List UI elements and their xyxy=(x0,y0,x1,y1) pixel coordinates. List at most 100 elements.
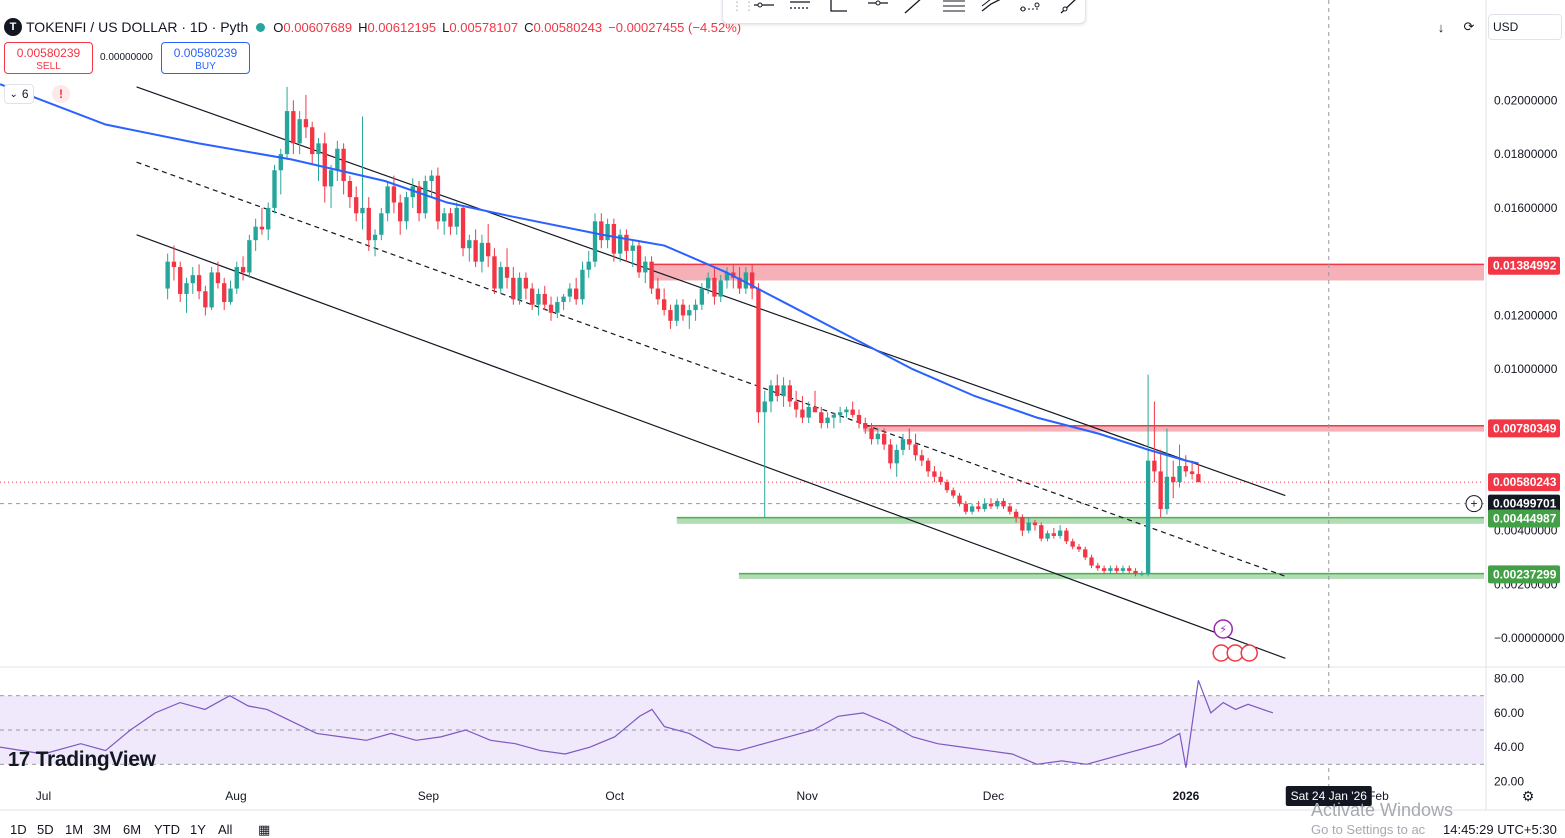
time-tick-label: 2026 xyxy=(1173,789,1200,803)
candle-body xyxy=(479,242,485,262)
refresh-icon[interactable]: ⟳ xyxy=(1463,19,1475,34)
drag-handle-icon[interactable]: ⋮⋮ xyxy=(731,0,755,13)
candle-body xyxy=(988,503,994,507)
candle-body xyxy=(1133,570,1138,574)
price-tick-label: 0.01800000 xyxy=(1494,147,1558,161)
candle-body xyxy=(743,272,749,289)
candle-body xyxy=(266,207,271,230)
channel-line-dashed xyxy=(136,161,1286,577)
vertical-line-icon[interactable] xyxy=(825,0,851,15)
candle-body xyxy=(492,256,497,289)
timeframe-3m[interactable]: 3M xyxy=(93,822,112,837)
sell-label: SELL xyxy=(36,61,61,72)
crosshair-price-label: 0.00499701 xyxy=(1493,497,1557,511)
pitchfork-icon[interactable] xyxy=(1017,0,1043,15)
candle-body xyxy=(787,385,793,402)
candle-body xyxy=(1101,568,1107,571)
timeframe-1d[interactable]: 1D xyxy=(10,822,27,837)
regression-channel-icon[interactable] xyxy=(979,0,1005,15)
activate-windows-subtitle: Go to Settings to ac xyxy=(1311,822,1426,837)
candle-body xyxy=(724,272,730,281)
candle-body xyxy=(1083,549,1088,558)
candle-body xyxy=(894,449,899,464)
open-label: O xyxy=(273,19,284,35)
candle-body xyxy=(938,476,943,483)
candle-body xyxy=(1039,525,1044,539)
candle-body xyxy=(341,148,346,181)
candle-body xyxy=(523,277,529,289)
candle-body xyxy=(611,224,617,254)
candle-body xyxy=(416,186,422,214)
time-tick-label: Nov xyxy=(797,789,818,803)
support-price-label: 0.00237299 xyxy=(1493,567,1557,581)
spread-value: 0.00000000 xyxy=(100,52,153,63)
cross-line-icon[interactable] xyxy=(865,0,891,15)
candle-body xyxy=(234,267,239,289)
candle-body xyxy=(944,482,950,491)
price-tick-label: 0.01200000 xyxy=(1494,308,1558,322)
candle-body xyxy=(354,197,359,214)
timeframe-5d[interactable]: 5D xyxy=(37,822,54,837)
candle-body xyxy=(925,460,931,472)
indicators-toggle-button[interactable]: ⌄ 6 xyxy=(4,84,34,104)
tradingview-logo[interactable]: 17 TradingView xyxy=(8,748,156,772)
symbol-legend: T TOKENFI / US DOLLAR · 1D · Pyth O 0.00… xyxy=(4,16,747,38)
horizontal-line-icon[interactable] xyxy=(751,0,777,15)
buy-label: BUY xyxy=(195,61,216,72)
candle-body xyxy=(1064,530,1069,542)
candle-body xyxy=(1076,546,1082,550)
currency-select[interactable]: USD xyxy=(1488,14,1562,40)
rsi-tick-label: 20.00 xyxy=(1494,774,1524,788)
lightning-event-icon xyxy=(1213,619,1233,639)
add-plus-icon xyxy=(1465,495,1483,513)
candle-body xyxy=(297,119,302,144)
candle-body xyxy=(881,433,887,445)
symbol-title[interactable]: TOKENFI / US DOLLAR · 1D · Pyth xyxy=(26,19,249,35)
resistance-price-label: 0.01384992 xyxy=(1493,259,1557,273)
arrow-down-icon[interactable]: ↓ xyxy=(1437,19,1445,35)
trend-line-icon[interactable] xyxy=(901,0,927,15)
resistance-zone xyxy=(863,425,1484,432)
sell-button[interactable]: 0.00580239 SELL xyxy=(4,42,93,74)
candle-body xyxy=(636,245,642,273)
utc-clock[interactable]: 14:45:29 UTC+5:30 xyxy=(1443,822,1557,837)
timeframe-6m[interactable]: 6M xyxy=(123,822,142,837)
timeframe-ytd[interactable]: YTD xyxy=(154,822,180,837)
horizontal-ray-icon[interactable] xyxy=(787,0,813,15)
timeframe-all[interactable]: All xyxy=(218,822,233,837)
buy-button[interactable]: 0.00580239 BUY xyxy=(161,42,250,74)
candle-body xyxy=(661,299,667,311)
candle-body xyxy=(1070,541,1075,547)
last-price-label-box xyxy=(1488,473,1560,492)
candle-body xyxy=(800,409,805,418)
moving-average-line xyxy=(0,83,1199,465)
warning-icon[interactable]: ! xyxy=(52,85,70,103)
candle-body xyxy=(1020,517,1025,531)
calendar-icon[interactable]: ▦ xyxy=(258,822,271,837)
support-price-label-box xyxy=(1488,565,1560,584)
candle-body xyxy=(630,245,635,251)
support-price-label: 0.00444987 xyxy=(1493,511,1557,525)
price-tick-label: 0.02000000 xyxy=(1494,93,1558,107)
chevron-down-icon: ⌄ xyxy=(9,88,18,100)
candle-body xyxy=(951,490,956,496)
candle-body xyxy=(209,272,214,308)
candle-body xyxy=(844,409,849,413)
support-zone xyxy=(738,573,1484,579)
candle-body xyxy=(756,288,761,413)
crosshair-date-label: Sat 24 Jan '26 xyxy=(1291,789,1368,803)
candle-body xyxy=(442,213,447,222)
candle-body xyxy=(1026,522,1031,531)
timeframe-1m[interactable]: 1M xyxy=(65,822,84,837)
candle-body xyxy=(869,428,874,440)
parallel-channel-icon[interactable] xyxy=(941,0,967,15)
candle-body xyxy=(806,406,811,418)
candle-body xyxy=(1183,466,1188,472)
candle-body xyxy=(1152,460,1157,472)
candle-body xyxy=(969,506,975,512)
candle-body xyxy=(561,296,566,302)
trend-angle-icon[interactable] xyxy=(1057,0,1083,15)
timeframe-1y[interactable]: 1Y xyxy=(190,822,206,837)
candle-body xyxy=(825,417,830,423)
